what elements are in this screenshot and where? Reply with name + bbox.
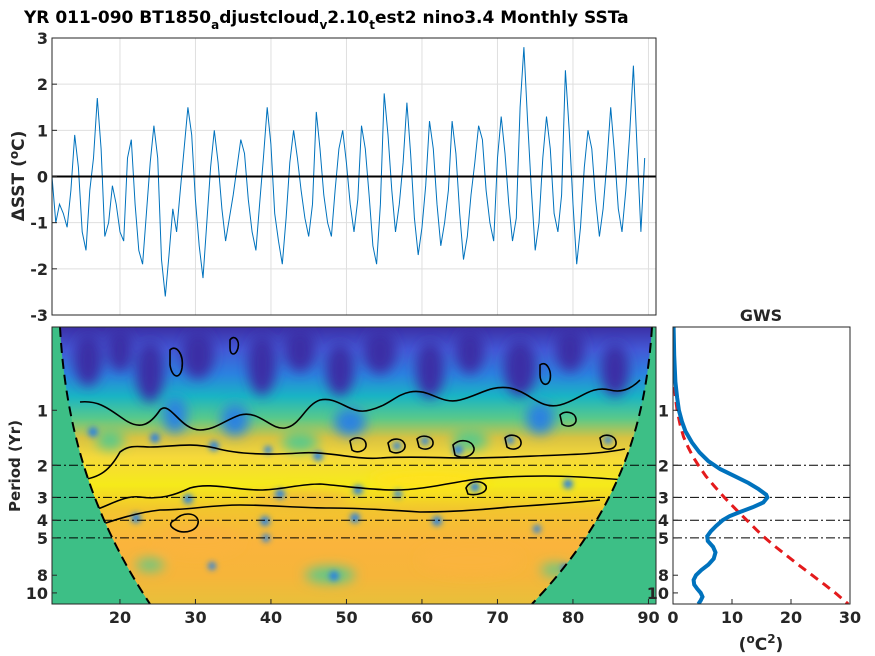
ytick-label: 3	[37, 29, 48, 48]
ytick-label: 1	[658, 401, 669, 420]
ytick-label: 4	[37, 511, 48, 530]
wavelet-xticks: 20 30 40 50 60 70 80 90	[109, 599, 660, 627]
power-texture	[74, 328, 629, 583]
ytick-label: -2	[30, 260, 48, 279]
gws-xticks: 0 10 20 30	[667, 599, 861, 627]
ytick-label: 3	[37, 488, 48, 507]
chart-title: YR 011-090 BT1850adjustcloudv2.10test2 n…	[23, 8, 629, 32]
gws-yticks: 1 2 3 45 810	[647, 401, 678, 603]
xtick-label: 20	[780, 608, 802, 627]
coi-boundary-left	[59, 327, 151, 604]
xtick-label: 80	[562, 608, 584, 627]
gws-title: GWS	[740, 306, 782, 325]
ytick-label: 0	[37, 168, 48, 187]
significance-contours	[79, 336, 641, 533]
wavelet-panel: 1 2 3 45 810 20 30 40 50 60 70 80 90 Period (Yr)	[6, 326, 660, 627]
ytick-label: 1	[37, 121, 48, 140]
ytick-label: 2	[37, 75, 48, 94]
ytick-label: 8	[37, 566, 48, 585]
ytick-label: 10	[26, 584, 48, 603]
xtick-label: 30	[839, 608, 861, 627]
ytick-label: 10	[647, 584, 669, 603]
ytick-label: 3	[658, 488, 669, 507]
ytick-label: 4	[658, 511, 669, 530]
ytick-label: 5	[658, 529, 669, 548]
wavelet-ylabel: Period (Yr)	[6, 420, 24, 512]
xtick-label: 0	[667, 608, 678, 627]
xtick-label: 50	[335, 608, 357, 627]
ytick-label: 5	[37, 529, 48, 548]
ytick-label: 2	[37, 456, 48, 475]
timeseries-panel: -3 -2 -1 0 1 2 3 ΔSST (oC)	[7, 29, 657, 325]
xtick-label: 90	[637, 608, 659, 627]
ytick-label: 2	[658, 456, 669, 475]
series-line	[52, 47, 646, 297]
xtick-label: 10	[721, 608, 743, 627]
timeseries-yticks: -3 -2 -1 0 1 2 3	[30, 29, 57, 325]
wavelet-yticks: 1 2 3 45 810	[26, 401, 57, 603]
gws-curve	[673, 327, 770, 604]
xtick-label: 30	[184, 608, 206, 627]
gws-xlabel: (oC2)	[739, 632, 784, 655]
coi-region-left	[52, 327, 150, 604]
ytick-label: 8	[658, 566, 669, 585]
coi-boundary-right	[531, 327, 653, 604]
xtick-label: 70	[486, 608, 508, 627]
timeseries-ylabel: ΔSST (oC)	[7, 131, 29, 222]
coi-region-right	[532, 327, 656, 604]
reference-period-lines	[52, 464, 656, 539]
gws-reference-lines	[673, 464, 850, 539]
xtick-label: 20	[109, 608, 131, 627]
ytick-label: -1	[30, 214, 48, 233]
ytick-label: -3	[30, 306, 48, 325]
xtick-label: 60	[411, 608, 433, 627]
xtick-label: 40	[260, 608, 282, 627]
ytick-label: 1	[37, 401, 48, 420]
